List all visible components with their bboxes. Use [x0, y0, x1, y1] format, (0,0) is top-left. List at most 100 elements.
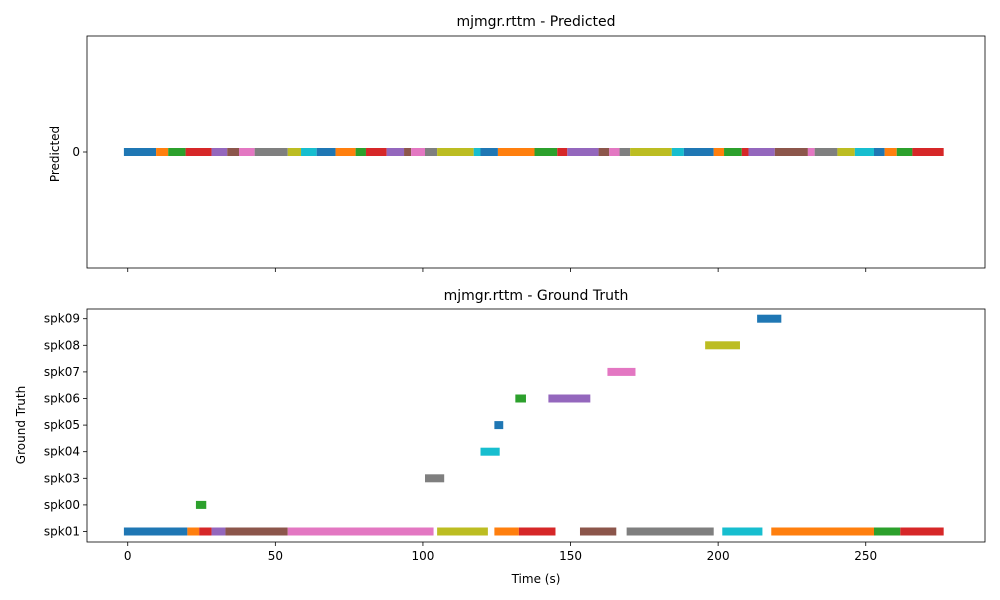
- predicted-segment-0-35: [774, 148, 808, 156]
- predicted-segment-0-14: [386, 148, 405, 156]
- predicted-panel: mjmgr.rttm - Predicted Predicted 0: [48, 14, 986, 272]
- predicted-segment-0-6: [239, 148, 255, 156]
- predicted-segment-0-9: [301, 148, 317, 156]
- ground-truth-y-tick-label-spk00: spk00: [44, 498, 80, 512]
- ground-truth-segment-spk01-7: [494, 527, 519, 536]
- ground-truth-segment-spk01-11: [722, 527, 763, 536]
- ground-truth-segment-spk01-12: [771, 527, 874, 536]
- ground-truth-x-tick-label-0: 0: [124, 549, 132, 563]
- predicted-segment-0-5: [227, 148, 240, 156]
- ground-truth-y-tick-label-spk05: spk05: [44, 418, 80, 432]
- predicted-segment-0-2: [168, 148, 186, 156]
- ground-truth-segment-spk03-16: [425, 474, 445, 483]
- predicted-segments: [123, 148, 944, 156]
- predicted-segment-0-19: [473, 148, 481, 156]
- ground-truth-x-ticks: 0 50 100 150 200 250: [124, 542, 877, 563]
- predicted-segment-0-32: [724, 148, 742, 156]
- ground-truth-segment-spk07-21: [607, 367, 636, 376]
- ground-truth-y-tick-label-spk01: spk01: [44, 525, 80, 539]
- x-axis-label: Time (s): [511, 572, 561, 586]
- ground-truth-segment-spk08-22: [705, 341, 740, 350]
- ground-truth-segment-spk01-14: [900, 527, 944, 536]
- predicted-segment-0-18: [437, 148, 474, 156]
- predicted-segment-0-40: [874, 148, 885, 156]
- ground-truth-segment-spk01-8: [518, 527, 556, 536]
- predicted-segment-0-7: [254, 148, 288, 156]
- predicted-segment-0-29: [671, 148, 684, 156]
- predicted-segment-0-10: [316, 148, 336, 156]
- predicted-segment-0-31: [713, 148, 725, 156]
- ground-truth-y-ticks: spk01 spk00 spk03 spk04 spk05 spk06 spk07 spk08…: [44, 312, 87, 539]
- predicted-segment-0-24: [567, 148, 599, 156]
- ground-truth-y-tick-label-spk06: spk06: [44, 392, 80, 406]
- ground-truth-segment-spk00-15: [195, 500, 207, 509]
- ground-truth-segment-spk01-13: [874, 527, 901, 536]
- predicted-segment-0-0: [123, 148, 157, 156]
- predicted-segment-0-34: [748, 148, 775, 156]
- predicted-segment-0-23: [557, 148, 568, 156]
- predicted-segment-0-12: [355, 148, 366, 156]
- predicted-segment-0-38: [837, 148, 855, 156]
- predicted-segment-0-25: [598, 148, 610, 156]
- ground-truth-title: mjmgr.rttm - Ground Truth: [444, 288, 629, 304]
- ground-truth-segment-spk09-23: [757, 314, 782, 323]
- ground-truth-segment-spk01-4: [225, 527, 288, 536]
- predicted-segment-0-43: [912, 148, 944, 156]
- predicted-title: mjmgr.rttm - Predicted: [456, 14, 615, 30]
- predicted-segment-0-42: [896, 148, 913, 156]
- ground-truth-x-tick-label-200: 200: [707, 549, 730, 563]
- predicted-y-tick-label-0: 0: [72, 145, 80, 159]
- ground-truth-segments: [123, 314, 944, 536]
- ground-truth-segment-spk01-10: [626, 527, 714, 536]
- predicted-segment-0-36: [807, 148, 815, 156]
- ground-truth-y-tick-label-spk08: spk08: [44, 338, 80, 352]
- ground-truth-segment-spk06-20: [548, 394, 591, 403]
- ground-truth-y-axis-label: Ground Truth: [14, 386, 28, 464]
- ground-truth-segment-spk01-2: [199, 527, 212, 536]
- predicted-segment-0-15: [404, 148, 412, 156]
- predicted-segment-0-37: [814, 148, 838, 156]
- ground-truth-x-tick-label-100: 100: [411, 549, 434, 563]
- predicted-segment-0-13: [365, 148, 387, 156]
- predicted-plot-frame: [86, 35, 986, 269]
- predicted-segment-0-4: [211, 148, 228, 156]
- predicted-segment-0-30: [683, 148, 714, 156]
- ground-truth-segment-spk01-9: [579, 527, 617, 536]
- ground-truth-x-tick-label-250: 250: [854, 549, 877, 563]
- ground-truth-y-tick-label-spk09: spk09: [44, 312, 80, 326]
- ground-truth-segment-spk06-19: [515, 394, 526, 403]
- predicted-segment-0-39: [854, 148, 875, 156]
- predicted-segment-0-41: [884, 148, 897, 156]
- predicted-segment-0-3: [185, 148, 212, 156]
- predicted-segment-0-17: [425, 148, 438, 156]
- predicted-segment-0-26: [609, 148, 620, 156]
- predicted-y-axis-label: Predicted: [48, 126, 62, 182]
- ground-truth-x-tick-label-50: 50: [268, 549, 283, 563]
- predicted-segment-0-8: [287, 148, 302, 156]
- predicted-x-ticks: [127, 268, 867, 272]
- predicted-segment-0-28: [630, 148, 672, 156]
- predicted-segment-0-22: [534, 148, 558, 156]
- ground-truth-segment-spk01-3: [211, 527, 226, 536]
- predicted-segment-0-16: [411, 148, 425, 156]
- predicted-segment-0-21: [497, 148, 535, 156]
- ground-truth-segment-spk01-0: [123, 527, 188, 536]
- ground-truth-plot-frame: [86, 308, 986, 543]
- predicted-segment-0-11: [335, 148, 356, 156]
- predicted-segment-0-33: [741, 148, 749, 156]
- ground-truth-y-tick-label-spk07: spk07: [44, 365, 80, 379]
- ground-truth-y-tick-label-spk04: spk04: [44, 445, 80, 459]
- predicted-segment-0-20: [480, 148, 498, 156]
- ground-truth-x-tick-label-150: 150: [559, 549, 582, 563]
- ground-truth-segment-spk01-5: [287, 527, 434, 536]
- ground-truth-panel: mjmgr.rttm - Ground Truth Ground Truth T…: [14, 288, 986, 586]
- predicted-y-ticks: 0: [72, 145, 87, 159]
- ground-truth-segment-spk01-6: [437, 527, 488, 536]
- predicted-segment-0-1: [156, 148, 169, 156]
- predicted-segment-0-27: [619, 148, 631, 156]
- ground-truth-segment-spk04-17: [480, 447, 500, 456]
- ground-truth-segment-spk01-1: [187, 527, 200, 536]
- ground-truth-segment-spk05-18: [494, 421, 504, 430]
- ground-truth-y-tick-label-spk03: spk03: [44, 471, 80, 485]
